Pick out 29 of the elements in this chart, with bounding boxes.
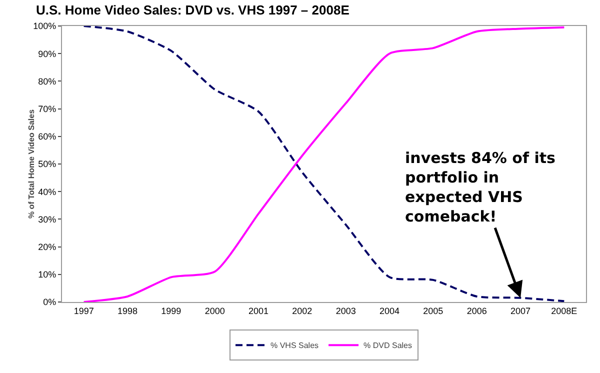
y-axis-title: % of Total Home Video Sales (27, 108, 36, 219)
legend-label: % VHS Sales (270, 341, 319, 350)
annotation: invests 84% of its portfolio in expected VHS comeback! (405, 149, 556, 226)
x-tick-label: 2003 (336, 306, 356, 316)
y-tick-label: 80% (38, 76, 56, 86)
y-tick-label: 100% (33, 21, 56, 32)
y-tick-label: 70% (38, 104, 56, 114)
legend-label: % DVD Sales (364, 341, 412, 350)
y-tick-label: 0% (43, 297, 56, 308)
y-tick-label: 20% (38, 242, 56, 252)
y-tick-label: 90% (38, 48, 56, 59)
x-tick-label: 2000 (204, 306, 225, 316)
line-series (82, 26, 566, 302)
x-tick-label: 2002 (292, 306, 312, 316)
x-tick-label: 2006 (466, 306, 487, 316)
x-tick-label: 1999 (161, 306, 182, 316)
x-tick-label: 2005 (423, 306, 444, 316)
y-tick-label: 50% (38, 159, 56, 170)
x-tick-label: 2008E (551, 306, 578, 316)
x-tick-label: 2007 (510, 306, 531, 316)
x-tick-label: 2004 (379, 306, 400, 316)
x-tick-label: 1998 (117, 306, 138, 316)
y-tick-label: 10% (38, 270, 56, 280)
y-tick-label: 30% (38, 214, 56, 224)
x-tick-label: 2001 (248, 306, 269, 316)
y-tick-label: 60% (38, 132, 56, 142)
chart-title: U.S. Home Video Sales: DVD vs. VHS 1997 – 2008E (36, 2, 350, 18)
x-tick-label: 1997 (74, 306, 94, 316)
y-tick-label: 40% (38, 186, 56, 197)
